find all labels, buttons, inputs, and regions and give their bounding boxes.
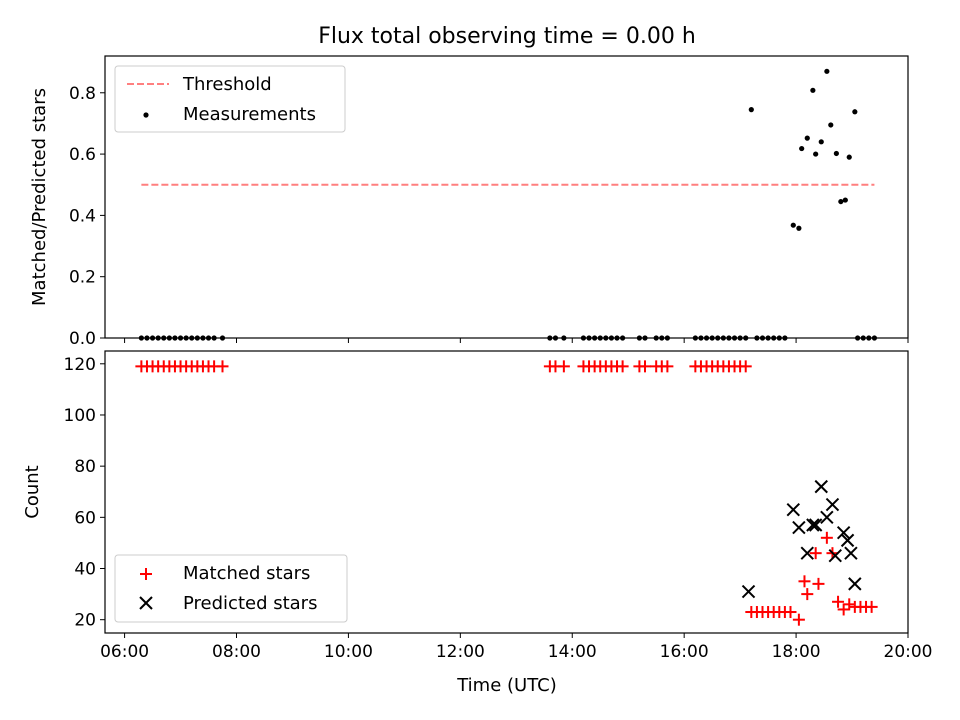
bottom-predicted-stars-point [848, 577, 862, 591]
top-plot-frame [104, 55, 909, 339]
xtick-label: 14:00 [548, 642, 597, 662]
top-measurements-point [838, 198, 844, 205]
bottom-predicted-stars-point [828, 549, 842, 563]
legend-matched-swatch [140, 568, 152, 580]
bottom-marks [135, 360, 878, 626]
bottom-predicted-stars-point [808, 518, 823, 532]
bottom-matched-stars-point [616, 360, 629, 373]
top-measurements-point [833, 150, 839, 157]
top-measurements-point [818, 139, 824, 145]
bottom-matched-stars-point [216, 360, 229, 373]
bottom-ytick-label: 120 [64, 355, 96, 375]
bottom-ytick-label: 80 [74, 457, 96, 477]
top-ytick-label: 0.2 [69, 268, 96, 288]
legend-measurements-label: Measurements [183, 104, 316, 125]
xtick-label: 06:00 [100, 642, 149, 662]
bottom-panel: 20 40 60 80 100 120 06:00 08:00 10:00 12:00 14:00 1… [22, 350, 933, 696]
top-measurements-point [828, 122, 834, 128]
top-measurements-point [790, 222, 796, 228]
top-ylabel: Matched/Predicted stars [29, 88, 50, 306]
bottom-ytick-label: 100 [64, 406, 96, 426]
bottom-matched-stars-point [792, 613, 805, 626]
bottom-predicted-stars-point [820, 510, 834, 525]
bottom-matched-stars-point [865, 600, 878, 613]
bottom-predicted-stars-point [844, 546, 858, 560]
bottom-matched-stars-point [801, 588, 814, 601]
top-ytick-label: 0.8 [69, 84, 96, 104]
xtick-label: 20:00 [884, 642, 933, 662]
top-measurements-point [842, 197, 848, 203]
top-measurements-point [810, 87, 816, 93]
bottom-matched-stars-point [812, 577, 825, 590]
top-legend: Threshold Measurements [114, 65, 346, 133]
top-measurements-point [804, 135, 810, 141]
xtick-label: 18:00 [772, 642, 821, 662]
bottom-ytick-label: 20 [74, 611, 96, 631]
bottom-matched-stars-point [843, 598, 856, 611]
bottom-predicted-stars-point [792, 520, 806, 535]
bottom-matched-stars-point [809, 547, 822, 560]
top-ytick-label: 0.0 [69, 329, 96, 349]
legend-measurements-swatch [143, 112, 149, 118]
xtick-label: 08:00 [212, 642, 261, 662]
top-panel: 0.00.20.40.60.8 Matched/Predicted stars … [29, 55, 909, 349]
legend-predicted-swatch [139, 596, 153, 610]
bottom-ylabel: Count [22, 465, 43, 518]
top-measurements-point [824, 68, 830, 74]
bottom-matched-stars-point [557, 360, 570, 373]
bottom-predicted-stars-point [836, 525, 851, 540]
bottom-matched-stars-point [661, 360, 674, 373]
bottom-matched-stars-point [638, 360, 651, 373]
top-measurements-point [748, 107, 754, 113]
xtick-label: 16:00 [660, 642, 709, 662]
top-measurements-point [846, 154, 852, 160]
bottom-legend: Matched stars Predicted stars [114, 554, 348, 623]
bottom-matched-stars-point [820, 531, 833, 544]
top-measurements-point [852, 109, 858, 115]
top-measurements-point [796, 225, 802, 231]
legend-threshold-label: Threshold [182, 74, 272, 95]
bottom-matched-stars-point [832, 595, 845, 608]
legend-matched-label: Matched stars [183, 563, 310, 584]
xtick-label: 12:00 [436, 642, 485, 662]
top-legend-box [114, 65, 346, 133]
bottom-predicted-stars-point [800, 546, 814, 560]
legend-predicted-label: Predicted stars [183, 593, 317, 614]
bottom-predicted-stars-point [786, 502, 800, 517]
bottom-predicted-stars-point [806, 518, 820, 532]
bottom-matched-stars-point [739, 360, 752, 373]
top-measurements-point [799, 145, 805, 152]
bottom-xlabel: Time (UTC) [456, 675, 557, 696]
bottom-predicted-stars-point [814, 479, 828, 494]
bottom-axes: 20 40 60 80 100 120 06:00 08:00 10:00 12:00 14:00 1… [64, 355, 933, 662]
bottom-legend-box [114, 554, 348, 623]
top-measurements-point [813, 151, 819, 157]
bottom-predicted-stars-point [825, 497, 840, 512]
bottom-predicted-stars-point [840, 533, 855, 548]
top-ytick-label: 0.6 [69, 145, 96, 165]
top-axes: 0.0 0.2 0.4 0.6 0.8 [69, 84, 909, 349]
bottom-predicted-stars-point [741, 584, 756, 599]
bottom-ytick-label: 60 [74, 508, 96, 528]
chart-title: Flux total observing time = 0.00 h [318, 24, 696, 49]
xtick-label: 10:00 [324, 642, 373, 662]
bottom-plot-frame [104, 350, 909, 634]
bottom-matched-stars-point [784, 606, 797, 619]
bottom-ytick-label: 40 [74, 560, 96, 580]
bottom-matched-stars-point [837, 603, 850, 616]
top-ytick-label: 0.4 [69, 206, 96, 226]
bottom-matched-stars-point [798, 575, 811, 588]
